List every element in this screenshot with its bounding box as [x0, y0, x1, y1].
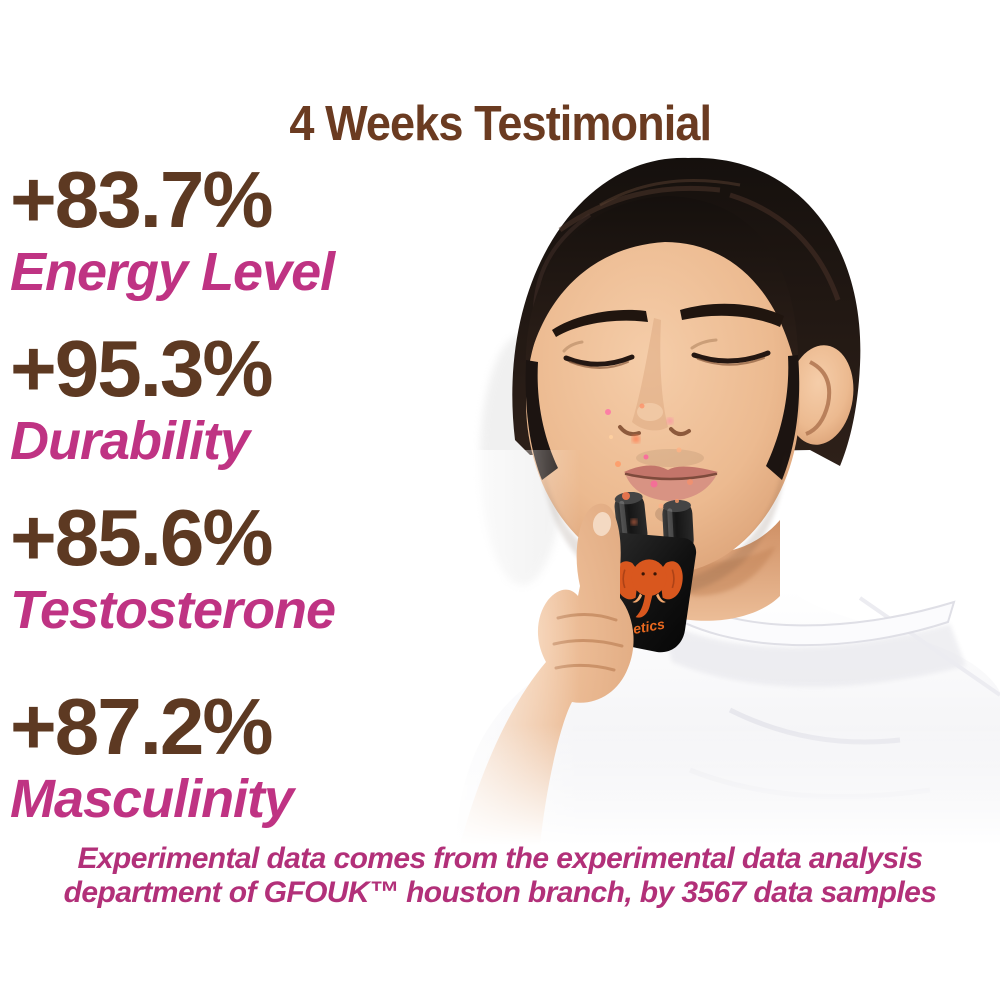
- left-eyebrow: [552, 309, 648, 337]
- scent-particles: [605, 403, 693, 525]
- footnote: Experimental data comes from the experim…: [0, 842, 1000, 910]
- stat-label: Testosterone: [10, 580, 336, 640]
- thumbnail: [592, 512, 612, 536]
- stat-label: Durability: [10, 411, 250, 471]
- elephant-logo-icon: [615, 559, 683, 618]
- product-photo: etics: [430, 157, 1000, 845]
- stat-value: +85.6%: [10, 493, 274, 582]
- bottom-fade: [430, 725, 1000, 845]
- stat-value: +87.2%: [10, 682, 274, 771]
- inhaler-brand-text: etics: [632, 616, 666, 637]
- tshirt-collar: [656, 588, 956, 647]
- stat-value: +83.7%: [10, 155, 274, 244]
- stat-masculinity: +87.2% Masculinity: [10, 682, 294, 829]
- ear: [786, 345, 854, 445]
- footnote-line-1: Experimental data comes from the experim…: [77, 842, 924, 875]
- stat-durability: +95.3% Durability: [10, 324, 274, 471]
- stat-testosterone: +85.6% Testosterone: [10, 493, 336, 640]
- stat-label: Energy Level: [10, 242, 335, 302]
- stat-value: +95.3%: [10, 324, 274, 413]
- stat-energy-level: +83.7% Energy Level: [10, 155, 335, 302]
- lips: [624, 465, 718, 501]
- closed-eyes: [562, 338, 771, 369]
- footnote-line-2: department of GFOUK™ houston branch, by …: [63, 875, 937, 909]
- page-title-wrap: 4 Weeks Testimonial: [0, 96, 1000, 152]
- right-eyebrow: [680, 303, 784, 327]
- page-title: 4 Weeks Testimonial: [289, 97, 712, 151]
- stat-label: Masculinity: [10, 769, 294, 829]
